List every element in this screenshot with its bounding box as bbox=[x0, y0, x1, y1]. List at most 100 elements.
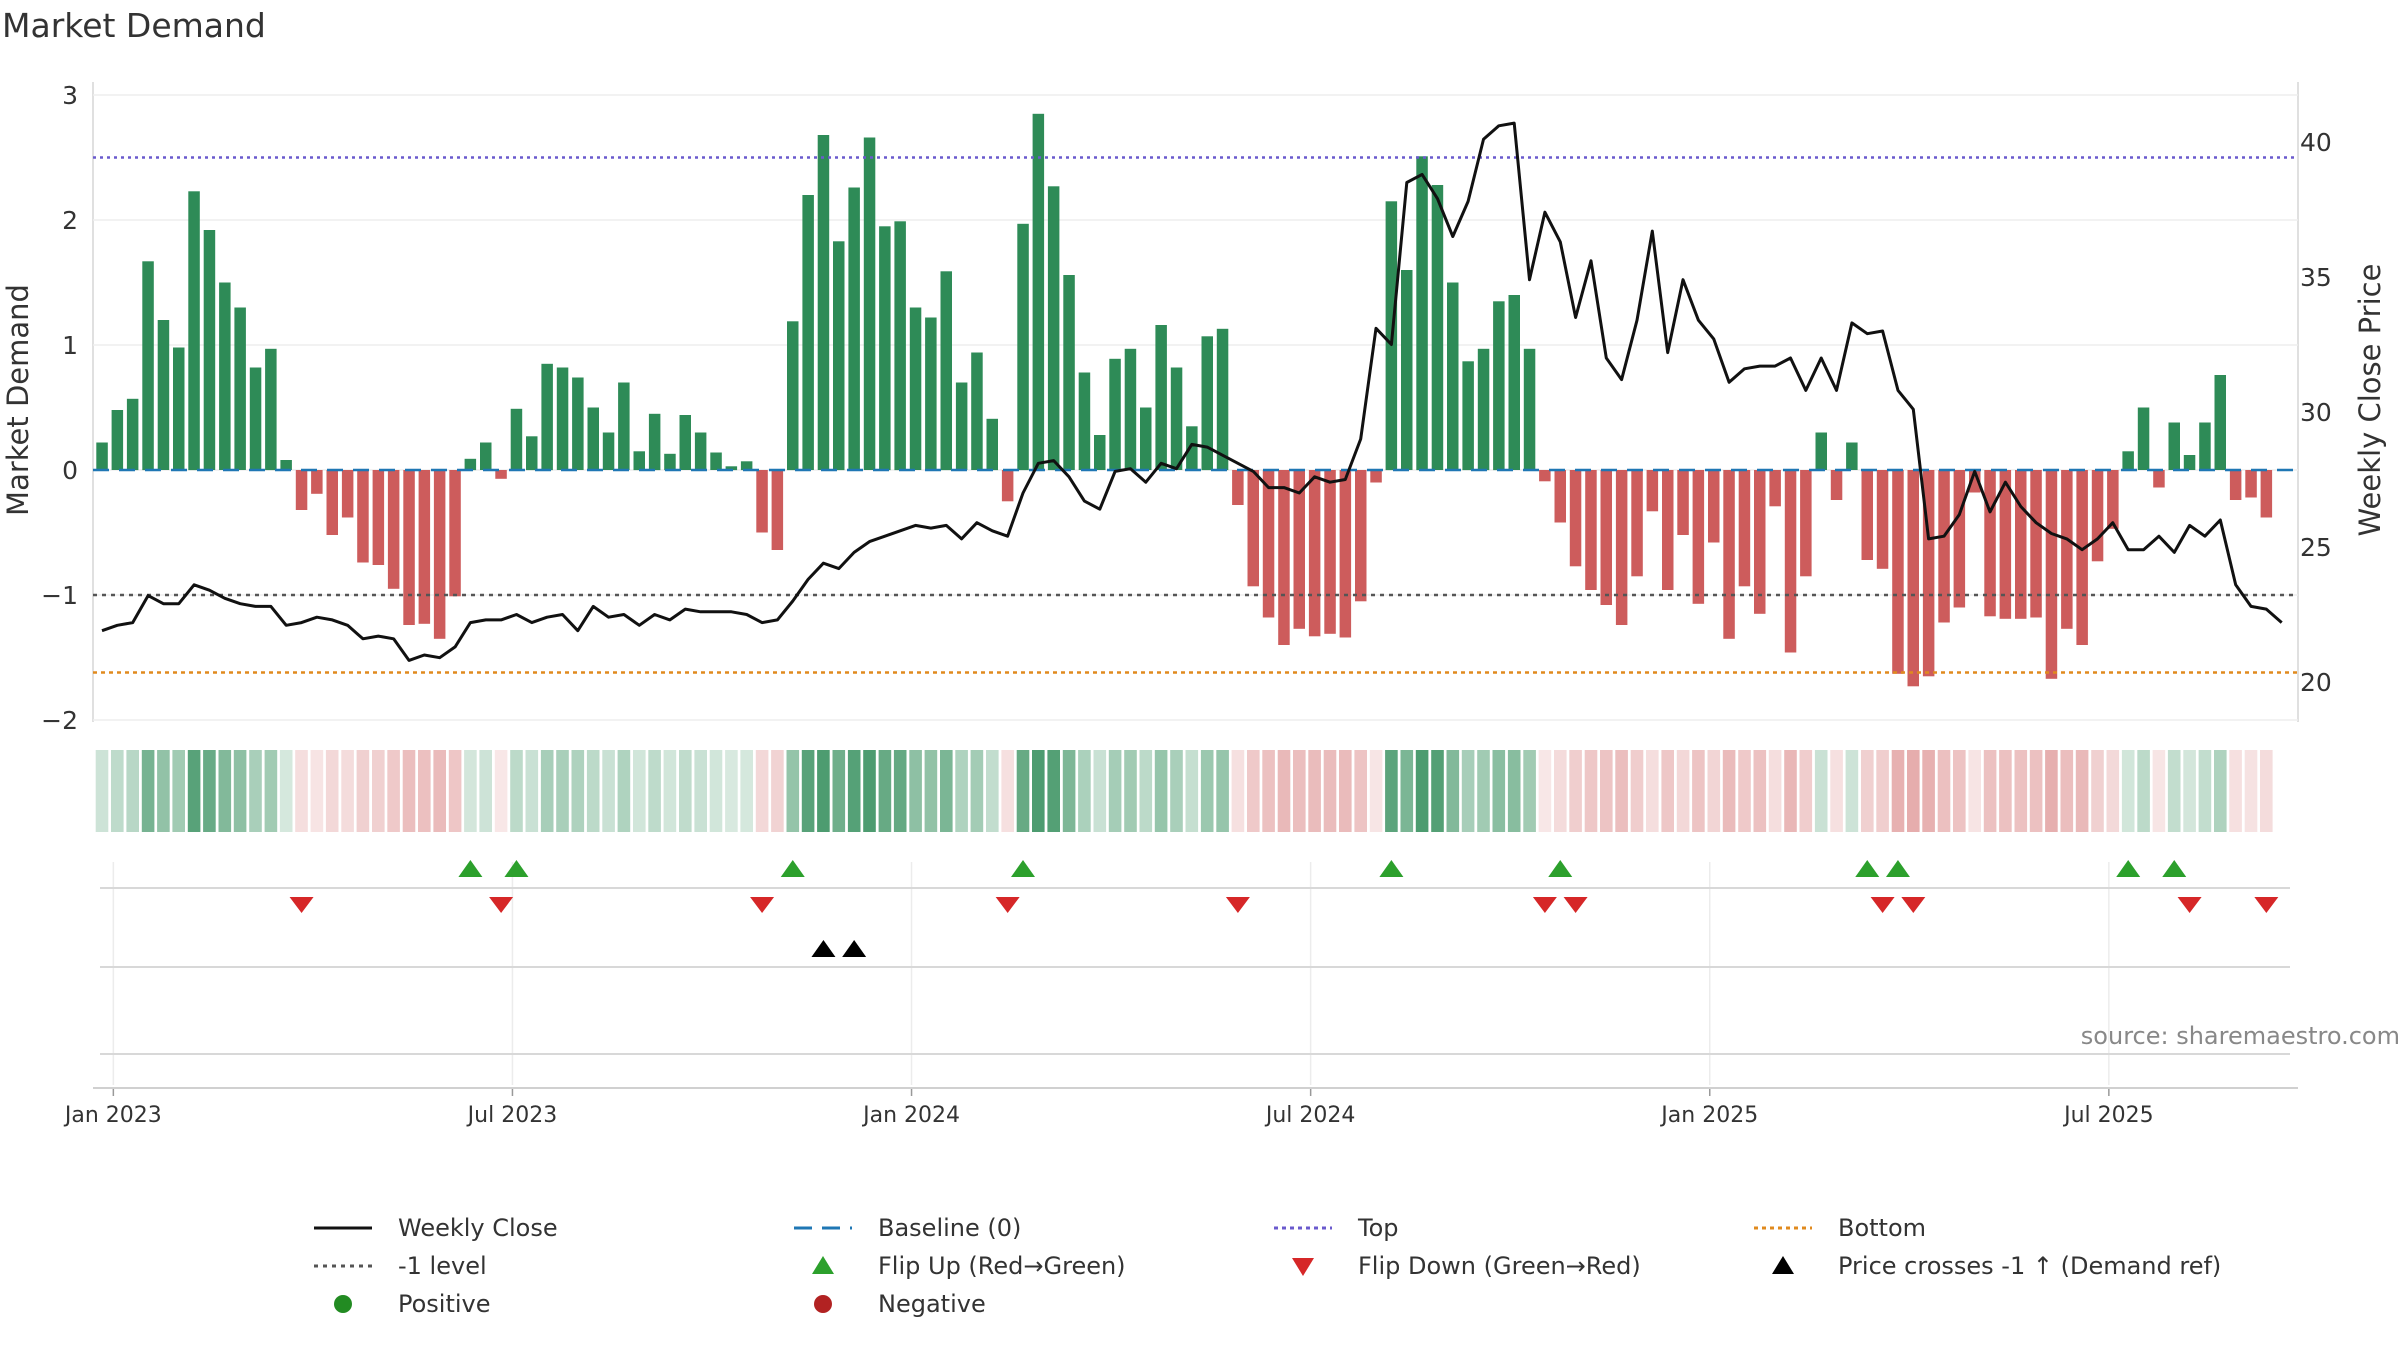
heat-strip-cell bbox=[157, 750, 170, 832]
heat-strip-cell bbox=[464, 750, 477, 832]
demand-bar bbox=[1569, 470, 1582, 567]
legend-flip-down: Flip Down (Green→Red) bbox=[1272, 1248, 1641, 1284]
heat-strip-cell bbox=[1216, 750, 1229, 832]
flip-down-marker bbox=[1225, 897, 1250, 913]
flip-down-marker bbox=[995, 897, 1020, 913]
heat-strip-cell bbox=[1784, 750, 1797, 832]
demand-bar bbox=[1554, 470, 1566, 523]
heat-strip-cell bbox=[1093, 750, 1107, 832]
demand-bar bbox=[1508, 295, 1520, 470]
heat-strip-cell bbox=[2214, 750, 2227, 832]
demand-bar bbox=[1723, 470, 1735, 639]
heat-strip-cell bbox=[1001, 750, 1014, 832]
demand-bar bbox=[157, 320, 170, 470]
demand-bar bbox=[341, 470, 354, 518]
demand-bar bbox=[986, 418, 998, 471]
demand-bar bbox=[1846, 442, 1858, 470]
heat-strip-cell bbox=[1124, 750, 1137, 832]
heat-strip-cell bbox=[955, 750, 968, 832]
demand-bar bbox=[1293, 470, 1305, 629]
demand-bar bbox=[2076, 470, 2088, 645]
flip-up-triangle-icon bbox=[812, 1256, 834, 1274]
demand-bar bbox=[2137, 407, 2150, 470]
demand-bar bbox=[1969, 470, 1981, 493]
heat-strip-cell bbox=[1062, 750, 1076, 832]
heat-strip-cell bbox=[264, 750, 278, 832]
demand-bar bbox=[2168, 422, 2180, 470]
demand-bar bbox=[664, 453, 676, 471]
heat-strip-cell bbox=[141, 750, 155, 832]
demand-bar bbox=[1186, 426, 1198, 471]
heat-strip-cell bbox=[1646, 750, 1659, 832]
flip-up-marker bbox=[1885, 860, 1910, 877]
flip-down-marker bbox=[1532, 897, 1557, 913]
heat-strip-cell bbox=[295, 750, 308, 832]
heat-strip-cell bbox=[2106, 750, 2120, 832]
demand-bar bbox=[234, 307, 246, 470]
heat-strip-cell bbox=[1999, 750, 2012, 832]
heat-strip-cell bbox=[1968, 750, 1981, 832]
baseline-dash-icon bbox=[794, 1226, 852, 1230]
demand-bar bbox=[1232, 470, 1244, 505]
heat-strip-cell bbox=[694, 750, 707, 832]
demand-bar bbox=[1324, 470, 1336, 634]
demand-bar bbox=[372, 470, 385, 565]
flip-up-marker bbox=[504, 860, 529, 877]
heat-strip-cell bbox=[111, 750, 124, 832]
heat-strip-cell bbox=[847, 750, 861, 832]
legend-flip-up: Flip Up (Red→Green) bbox=[792, 1248, 1126, 1284]
heat-strip-cell bbox=[418, 750, 431, 832]
demand-bar bbox=[618, 382, 630, 470]
demand-bar bbox=[955, 382, 968, 470]
heat-strip-cell bbox=[970, 750, 984, 832]
demand-bar bbox=[1953, 470, 1966, 608]
demand-bar bbox=[1339, 470, 1352, 638]
heat-strip-cell bbox=[2029, 750, 2043, 832]
demand-bar bbox=[480, 442, 492, 470]
demand-bar bbox=[495, 470, 507, 479]
heat-strip-cell bbox=[1185, 750, 1199, 832]
demand-bar bbox=[1431, 185, 1444, 470]
demand-bar bbox=[357, 470, 369, 563]
heat-strip-cell bbox=[2137, 750, 2150, 832]
x-tick-label: Jul 2024 bbox=[1264, 1103, 1356, 1128]
y2-tick-label: 25 bbox=[2300, 533, 2332, 562]
heat-strip-cell bbox=[725, 750, 738, 832]
heat-strip-cell bbox=[1584, 750, 1598, 832]
y2-tick-label: 40 bbox=[2300, 128, 2332, 157]
demand-bar bbox=[1063, 275, 1075, 470]
heat-strip-cell bbox=[1200, 750, 1214, 832]
y-tick-label: −2 bbox=[41, 706, 78, 735]
legend-cross-label: Price crosses -1 ↑ (Demand ref) bbox=[1838, 1252, 2222, 1280]
heat-strip-cell bbox=[249, 750, 262, 832]
heat-strip-cell bbox=[1830, 750, 1843, 832]
y-axis-title: Market Demand bbox=[1, 284, 35, 516]
legend-flip-up-label: Flip Up (Red→Green) bbox=[878, 1252, 1126, 1280]
heat-strip-cell bbox=[2091, 750, 2104, 832]
demand-bar bbox=[418, 470, 431, 624]
heat-strip-cell bbox=[2167, 750, 2181, 832]
x-tick-label: Jul 2023 bbox=[466, 1103, 558, 1128]
demand-bar bbox=[1999, 470, 2012, 619]
demand-bar bbox=[2153, 470, 2165, 488]
y-tick-label: 3 bbox=[62, 81, 78, 110]
flip-up-marker bbox=[458, 860, 483, 877]
demand-bar bbox=[1523, 348, 1536, 471]
demand-bar bbox=[1861, 470, 1873, 560]
chart-title: Market Demand bbox=[2, 6, 266, 45]
demand-bar bbox=[1800, 470, 1812, 577]
demand-bar bbox=[1984, 470, 1996, 617]
heat-strip-cell bbox=[755, 750, 769, 832]
legend-baseline: Baseline (0) bbox=[792, 1210, 1021, 1246]
heat-strip-cell bbox=[556, 750, 569, 832]
legend-flip-down-label: Flip Down (Green→Red) bbox=[1358, 1252, 1641, 1280]
heat-strip-cell bbox=[1154, 750, 1168, 832]
demand-bar bbox=[1001, 470, 1014, 502]
heat-strip-cell bbox=[387, 750, 400, 832]
legend-weekly-close-label: Weekly Close bbox=[398, 1214, 558, 1242]
legend-weekly-close: Weekly Close bbox=[312, 1210, 558, 1246]
demand-bar bbox=[188, 191, 200, 471]
flip-up-marker bbox=[1855, 860, 1880, 877]
heat-strip-cell bbox=[1861, 750, 1874, 832]
heat-strip-cell bbox=[1799, 750, 1813, 832]
